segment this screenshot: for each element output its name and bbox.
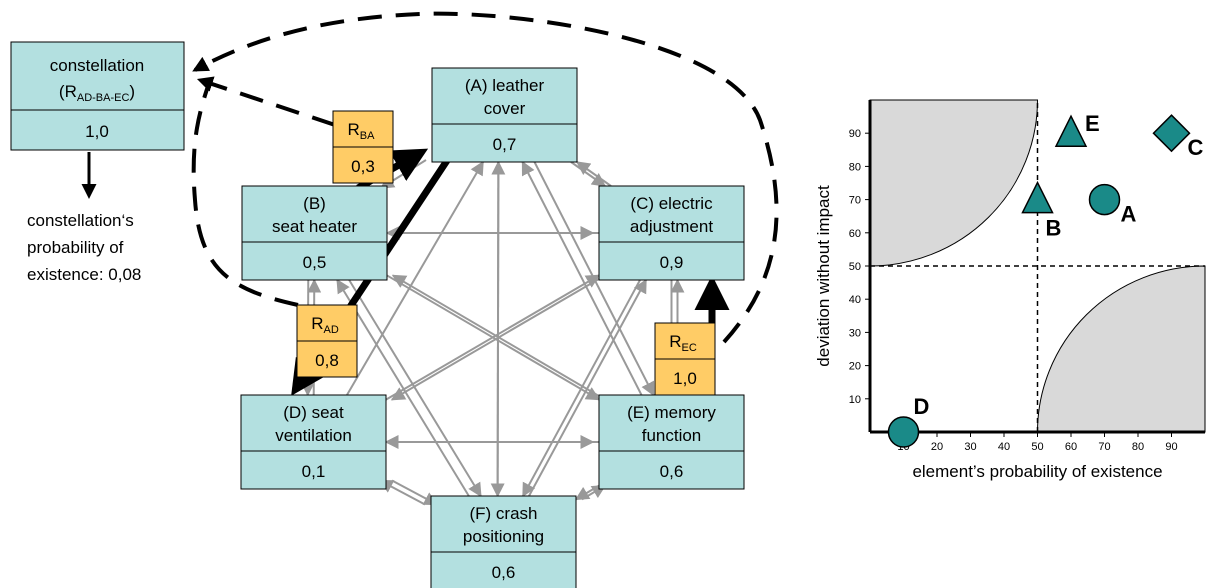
node-label-line1: (F) crash — [470, 504, 538, 523]
y-tick-label: 20 — [849, 361, 861, 373]
relation-edge — [391, 274, 606, 401]
x-tick-label: 20 — [931, 441, 943, 453]
node-label-line2: seat heater — [272, 217, 357, 236]
node-value: 0,5 — [303, 253, 327, 272]
relation-box-ad: RAD 0,8 — [296, 304, 358, 378]
node-d: (D) seat ventilation 0,1 — [240, 394, 387, 490]
relation-edge — [336, 278, 470, 497]
node-c: (C) electric adjustment 0,9 — [598, 185, 745, 281]
x-tick-label: 50 — [1031, 441, 1043, 453]
relation-value: 1,0 — [673, 369, 697, 388]
node-label-line2: ventilation — [275, 426, 352, 445]
point-label-b: B — [1046, 216, 1062, 241]
x-tick-label: 80 — [1132, 441, 1144, 453]
node-value: 0,6 — [492, 563, 516, 582]
x-tick-label: 70 — [1098, 441, 1110, 453]
node-f: (F) crash positioning 0,6 — [430, 495, 577, 588]
relation-edge — [521, 160, 643, 396]
y-tick-label: 70 — [849, 195, 861, 207]
constellation-box: constellation (RAD-BA-EC) 1,0 — [10, 41, 185, 151]
node-a: (A) leather cover 0,7 — [431, 67, 578, 163]
relation-label: REC — [669, 332, 697, 354]
relation-edge — [391, 479, 439, 506]
x-tick-label: 60 — [1065, 441, 1077, 453]
node-b: (B) seat heater 0,5 — [241, 185, 388, 281]
relation-box-ec: REC 1,0 — [654, 322, 716, 396]
relation-edge — [491, 160, 506, 497]
relation-label: RBA — [348, 120, 376, 142]
relation-value: 0,3 — [351, 157, 375, 176]
point-marker-d — [887, 416, 920, 448]
node-label-line2: adjustment — [630, 217, 713, 236]
constellation-note-line1: constellation‘s — [27, 211, 134, 230]
relation-edge — [348, 279, 482, 498]
shaded-region-top-left — [869, 99, 1039, 267]
relation-edge — [575, 161, 612, 187]
x-axis-title: element’s probability of existence — [912, 462, 1162, 481]
point-marker-c — [1152, 114, 1191, 153]
y-tick-label: 80 — [849, 161, 861, 173]
node-label-line1: (C) electric — [630, 194, 713, 213]
constellation-note-line2: probability of — [27, 238, 124, 257]
point-label-a: A — [1121, 202, 1137, 227]
x-tick-label: 40 — [998, 441, 1010, 453]
relation-edge — [522, 279, 641, 498]
y-tick-label: 40 — [849, 294, 861, 306]
node-label-line1: (E) memory — [627, 403, 716, 422]
node-e: (E) memory function 0,6 — [598, 394, 745, 490]
point-marker-b — [1021, 180, 1054, 214]
point-marker-a — [1088, 183, 1121, 216]
y-tick-label: 90 — [849, 128, 861, 140]
constellation-title: constellation — [50, 56, 145, 75]
shaded-region-bottom-right — [1036, 265, 1206, 433]
node-label-line1: (A) leather — [465, 76, 545, 95]
node-label-line1: (D) seat — [283, 403, 344, 422]
relation-label: RAD — [311, 314, 339, 336]
constellation-note-line3: existence: 0,08 — [27, 265, 141, 284]
x-tick-label: 30 — [964, 441, 976, 453]
constellation-loop — [191, 11, 779, 344]
point-label-c: C — [1188, 135, 1204, 160]
relation-edge — [528, 278, 647, 497]
node-value: 0,7 — [493, 135, 517, 154]
relation-edge — [385, 274, 601, 401]
y-axis-title: deviation without impact — [814, 185, 833, 367]
relation-edge — [346, 160, 484, 396]
relation-value: 0,8 — [315, 351, 339, 370]
node-label-line2: cover — [484, 99, 526, 118]
point-label-d: D — [914, 394, 930, 419]
node-label-line2: positioning — [463, 527, 544, 546]
point-marker-e — [1054, 114, 1088, 147]
constellation-value: 1,0 — [85, 122, 109, 141]
node-value: 0,9 — [660, 253, 684, 272]
node-value: 0,6 — [660, 462, 684, 481]
x-tick-label: 90 — [1165, 441, 1177, 453]
node-label-line2: function — [642, 426, 702, 445]
y-tick-label: 60 — [849, 228, 861, 240]
constellation-subtitle: (RAD-BA-EC) — [59, 82, 135, 104]
y-tick-label: 30 — [849, 327, 861, 339]
node-label-line1: (B) — [303, 194, 326, 213]
scatter-chart: 102030405060708090102030405060708090elem… — [814, 99, 1206, 481]
relation-box-ba: RBA 0,3 — [332, 110, 394, 184]
point-label-e: E — [1085, 111, 1100, 136]
relation-edge — [574, 484, 600, 501]
relation-edge — [378, 479, 426, 506]
y-tick-label: 10 — [849, 394, 861, 406]
relation-edge — [570, 161, 607, 187]
y-tick-label: 50 — [849, 261, 861, 273]
node-value: 0,1 — [302, 462, 326, 481]
